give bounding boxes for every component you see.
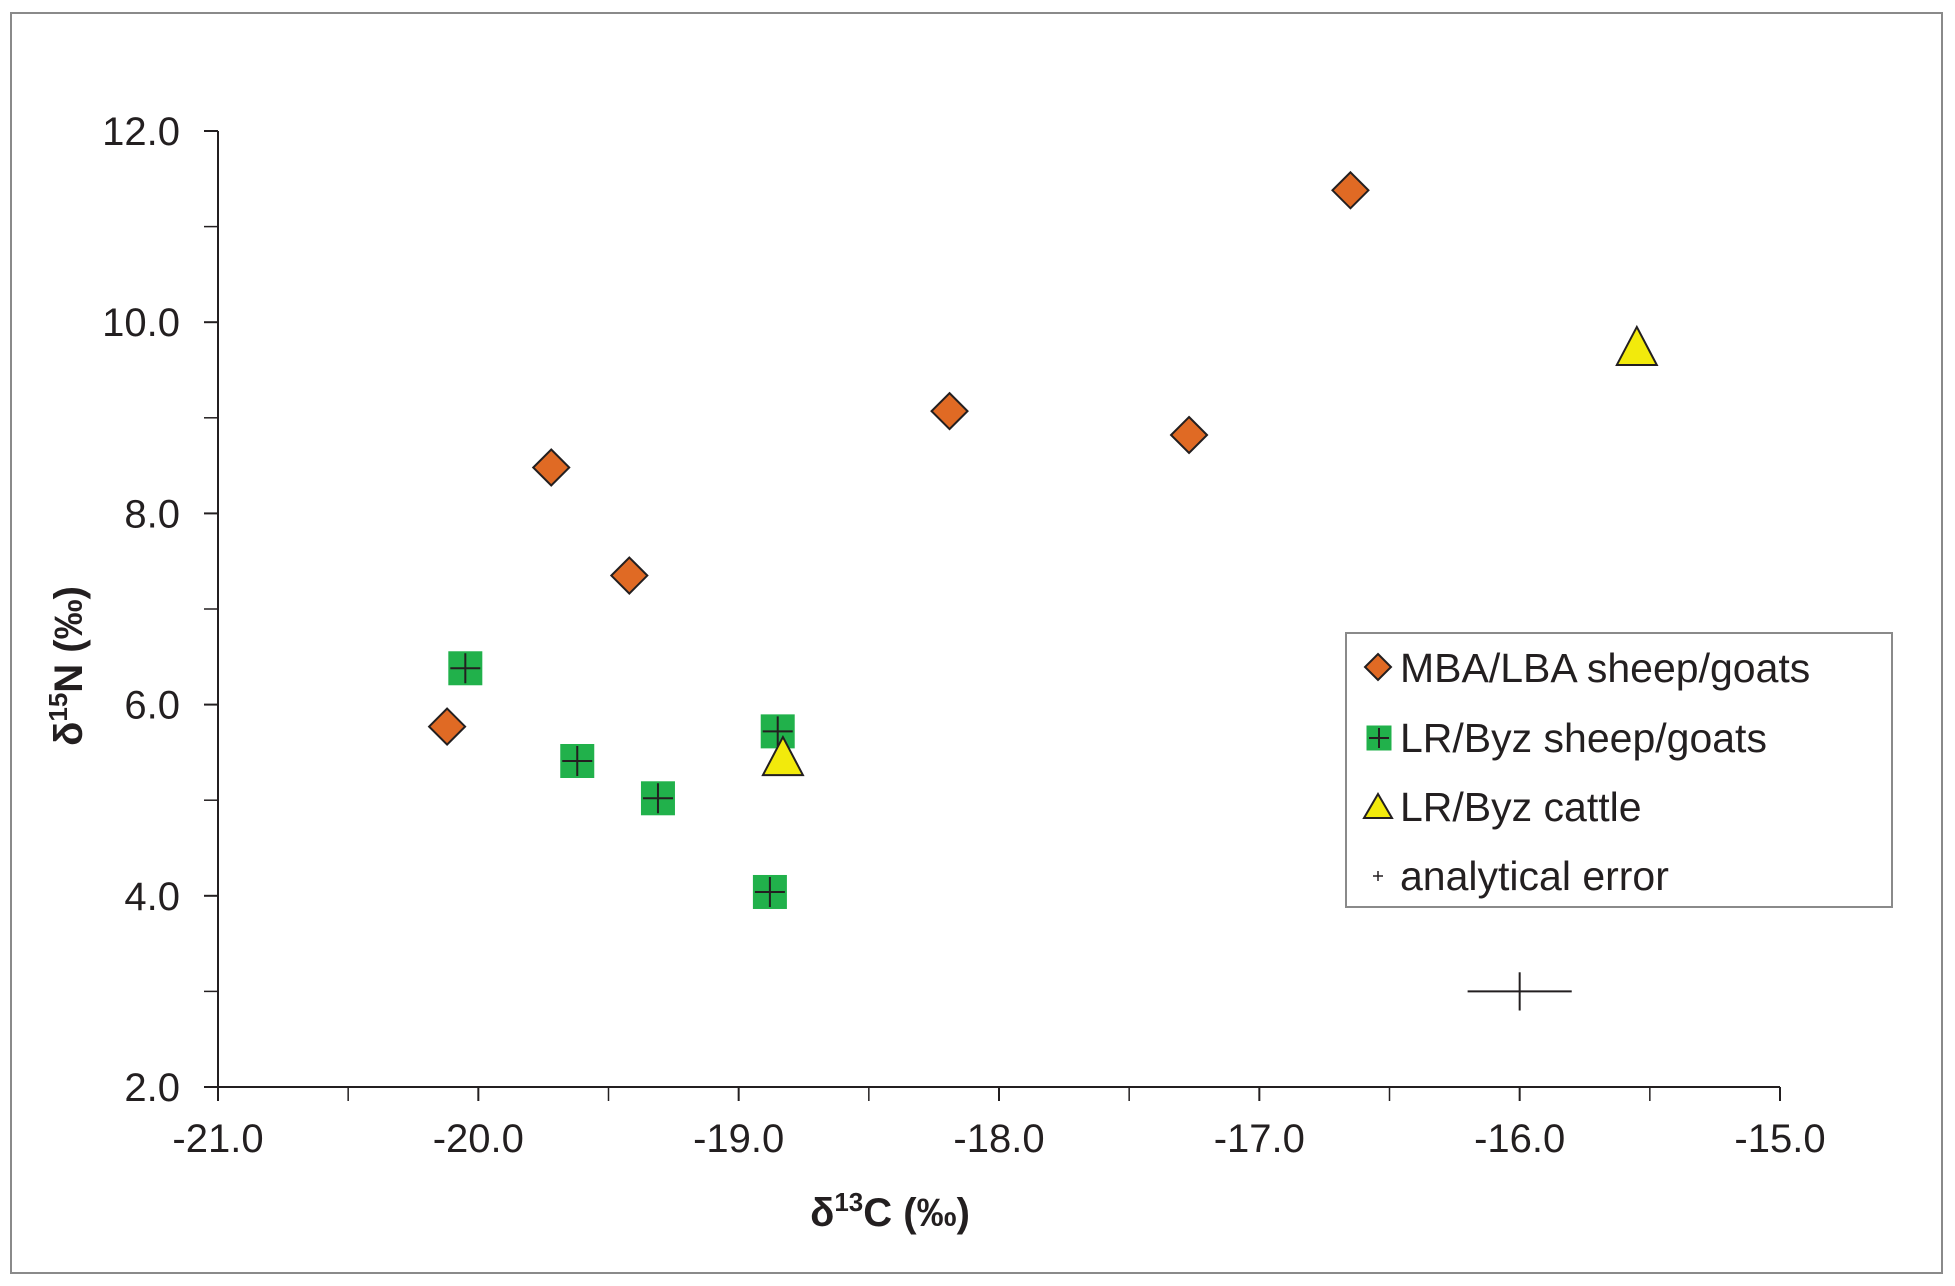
analytical-error-bar <box>1467 972 1572 1011</box>
legend-box <box>1345 632 1893 908</box>
x-tick-label: -21.0 <box>172 1117 263 1161</box>
axes: -21.0 -20.0 -19.0 -18.0 -17.0 -16.0 -15.0 2.0 4.… <box>102 110 1825 1161</box>
y-axis-title: δ15N (‰) <box>43 586 91 746</box>
cross-glyph <box>642 783 673 814</box>
data-points <box>427 170 1659 909</box>
cross-glyph <box>754 876 785 907</box>
error-cross-icon <box>1373 871 1383 881</box>
y-tick-label: 2.0 <box>124 1066 180 1110</box>
x-tick-label: -19.0 <box>693 1117 784 1161</box>
x-tick-label: -15.0 <box>1734 1117 1825 1161</box>
x-tick-label: -17.0 <box>1214 1117 1305 1161</box>
legend-label-lr-byz-sheep-goats: LR/Byz sheep/goats <box>1400 715 1767 761</box>
diamond-point <box>427 707 467 747</box>
square-cross-point <box>560 744 595 779</box>
diamond-point <box>609 556 649 595</box>
y-tick-label: 12.0 <box>102 110 180 154</box>
square-cross-point <box>448 651 483 686</box>
triangle-point <box>761 734 805 777</box>
y-tick-label: 6.0 <box>124 684 180 728</box>
x-tick-label: -16.0 <box>1474 1117 1565 1161</box>
diamond-point <box>1169 415 1209 455</box>
cross-glyph <box>562 746 593 777</box>
square-cross-glyph <box>1369 728 1389 748</box>
x-tick-label: -18.0 <box>953 1117 1044 1161</box>
y-tick-label: 10.0 <box>102 301 180 345</box>
legend-item-lr-byz-sheep-goats: LR/Byz sheep/goats <box>1366 715 1767 761</box>
legend-label-lr-byz-cattle: LR/Byz cattle <box>1400 784 1642 830</box>
triangle-point <box>1615 324 1659 366</box>
diamond-point <box>531 448 571 487</box>
square-cross-point <box>760 714 795 749</box>
square-cross-point <box>752 874 787 909</box>
diamond-point <box>1331 170 1370 210</box>
cross-glyph <box>762 716 793 747</box>
square-cross-point <box>640 781 675 816</box>
legend-item-analytical-error: analytical error <box>1373 853 1669 899</box>
legend-label-analytical-error: analytical error <box>1400 853 1669 899</box>
diamond-marker-icon <box>1363 652 1393 682</box>
y-tick-label: 4.0 <box>124 875 180 919</box>
diamond-point <box>930 391 969 431</box>
triangle-marker-icon <box>1362 792 1394 819</box>
y-tick-label: 8.0 <box>124 492 180 536</box>
chart-frame <box>10 12 1943 1274</box>
cross-glyph <box>450 653 481 684</box>
legend-item-lr-byz-cattle: LR/Byz cattle <box>1362 784 1642 830</box>
legend: MBA/LBA sheep/goats LR/Byz sheep/goats L… <box>1345 632 1893 908</box>
legend-item-mba-lba-sheep-goats: MBA/LBA sheep/goats <box>1363 645 1810 691</box>
legend-label-mba-lba: MBA/LBA sheep/goats <box>1400 645 1810 691</box>
x-axis-title: δ13C (‰) <box>810 1187 970 1235</box>
x-tick-label: -20.0 <box>433 1117 524 1161</box>
